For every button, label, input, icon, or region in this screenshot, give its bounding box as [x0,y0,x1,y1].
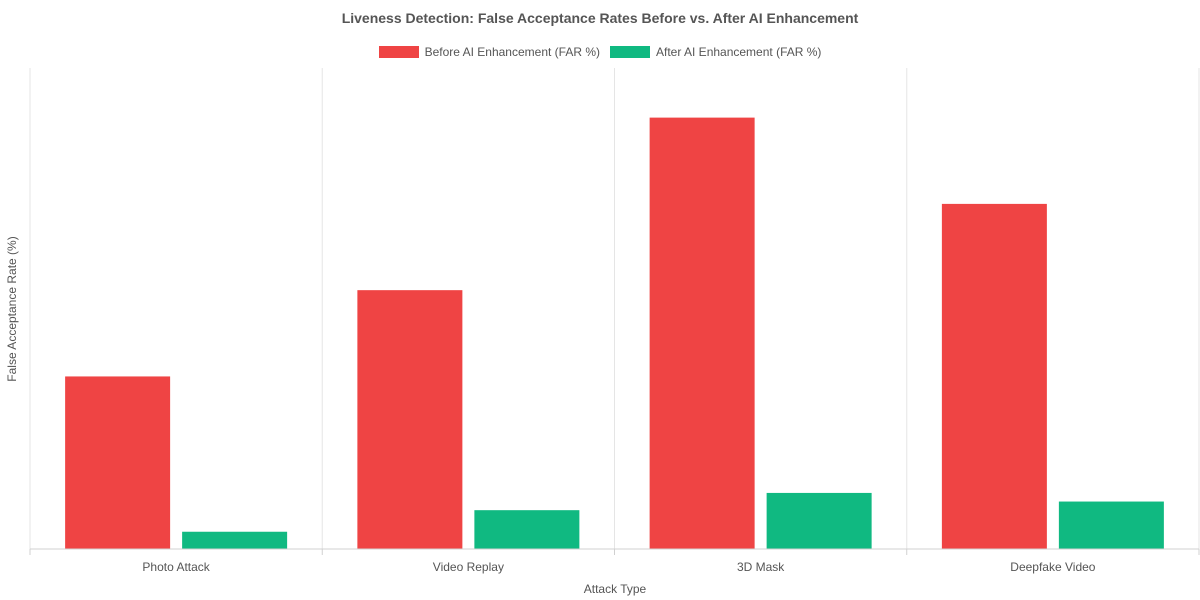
x-tick-label: 3D Mask [737,560,785,574]
bar-before-video-replay[interactable] [357,290,463,549]
legend-item-before[interactable]: Before AI Enhancement (FAR %) [378,45,600,59]
bar-before-deepfake-video[interactable] [941,203,1047,550]
ticks: Photo Attack Video Replay 3D Mask Deepfake … [29,548,1200,574]
legend-swatch-after [610,46,650,58]
bar-after-deepfake-video[interactable] [1058,501,1164,549]
bar-after-video-replay[interactable] [474,510,580,549]
bars [65,117,1164,550]
bar-before-photo-attack[interactable] [65,376,171,549]
legend-swatch-before [378,46,419,58]
bar-after-3d-mask[interactable] [766,492,872,549]
y-axis-label: False Acceptance Rate (%) [5,236,19,381]
bar-before-3d-mask[interactable] [649,117,755,549]
legend-item-after[interactable]: After AI Enhancement (FAR %) [610,45,821,59]
legend-label-after: After AI Enhancement (FAR %) [656,45,822,59]
x-axis-label: Attack Type [584,582,647,596]
x-tick-label: Video Replay [433,560,504,574]
grid [29,68,1200,549]
x-tick-label: Photo Attack [142,560,210,574]
chart-title: Liveness Detection: False Acceptance Rat… [341,10,859,26]
legend: Before AI Enhancement (FAR %) After AI E… [0,45,1200,59]
legend-label-before: Before AI Enhancement (FAR %) [424,45,600,59]
bar-after-photo-attack[interactable] [182,531,288,549]
x-tick-label: Deepfake Video [1010,560,1096,574]
